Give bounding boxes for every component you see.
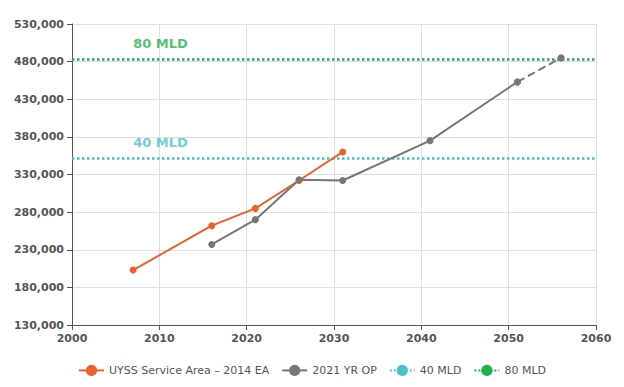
svg-text:130,000: 130,000	[14, 319, 64, 332]
svg-text:530,000: 530,000	[14, 18, 64, 31]
svg-text:180,000: 180,000	[14, 281, 64, 294]
svg-text:2020: 2020	[231, 332, 262, 345]
svg-text:280,000: 280,000	[14, 206, 64, 219]
svg-text:380,000: 380,000	[14, 130, 64, 143]
svg-text:2021 YR OP: 2021 YR OP	[312, 364, 377, 377]
svg-text:2040: 2040	[406, 332, 437, 345]
svg-text:2000: 2000	[57, 332, 88, 345]
svg-text:480,000: 480,000	[14, 55, 64, 68]
svg-text:2060: 2060	[581, 332, 612, 345]
svg-text:330,000: 330,000	[14, 168, 64, 181]
svg-text:UYSS Service Area – 2014 EA: UYSS Service Area – 2014 EA	[109, 364, 270, 377]
svg-text:2010: 2010	[144, 332, 175, 345]
svg-text:80 MLD: 80 MLD	[133, 36, 188, 51]
svg-text:40 MLD: 40 MLD	[420, 364, 462, 377]
svg-text:80 MLD: 80 MLD	[504, 364, 546, 377]
svg-text:430,000: 430,000	[14, 93, 64, 106]
svg-text:2030: 2030	[319, 332, 350, 345]
svg-text:230,000: 230,000	[14, 243, 64, 256]
svg-text:40 MLD: 40 MLD	[133, 135, 188, 150]
svg-text:2050: 2050	[493, 332, 524, 345]
